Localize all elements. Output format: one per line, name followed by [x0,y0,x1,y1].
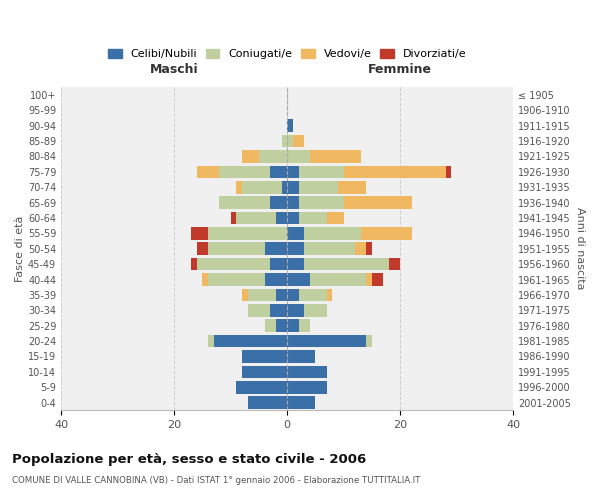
Bar [265,273,287,286]
Bar [446,166,451,178]
Bar [310,150,361,162]
Bar [197,258,270,270]
Bar [202,273,208,286]
Bar [220,196,270,209]
Bar [287,150,310,162]
Bar [208,242,265,255]
Bar [304,242,355,255]
Bar [367,273,372,286]
Bar [361,227,412,239]
Bar [248,304,270,316]
Bar [287,258,304,270]
Bar [214,334,287,347]
Bar [287,242,304,255]
Bar [281,181,287,194]
Bar [287,166,299,178]
Bar [208,273,265,286]
Bar [242,150,259,162]
Bar [265,320,276,332]
Bar [344,166,446,178]
Bar [281,134,287,147]
Legend: Celibi/Nubili, Coniugati/e, Vedovi/e, Divorziati/e: Celibi/Nubili, Coniugati/e, Vedovi/e, Di… [104,44,470,64]
Bar [242,288,248,301]
Y-axis label: Fasce di età: Fasce di età [15,216,25,282]
Bar [265,242,287,255]
Bar [299,181,338,194]
Bar [338,181,367,194]
Bar [270,196,287,209]
Bar [372,273,383,286]
Bar [230,212,236,224]
Bar [287,334,367,347]
Bar [287,396,316,409]
Bar [242,181,281,194]
Bar [259,150,287,162]
Text: COMUNE DI VALLE CANNOBINA (VB) - Dati ISTAT 1° gennaio 2006 - Elaborazione TUTTI: COMUNE DI VALLE CANNOBINA (VB) - Dati IS… [12,476,421,485]
Bar [299,320,310,332]
Bar [389,258,400,270]
Bar [197,242,208,255]
Bar [220,166,270,178]
Bar [270,304,287,316]
Bar [197,166,220,178]
Bar [367,334,372,347]
Bar [287,227,304,239]
Bar [242,350,287,362]
Bar [248,396,287,409]
Bar [310,273,367,286]
Bar [287,288,299,301]
Bar [299,196,344,209]
Bar [293,134,304,147]
Bar [287,120,293,132]
Text: Popolazione per età, sesso e stato civile - 2006: Popolazione per età, sesso e stato civil… [12,452,366,466]
Bar [287,304,304,316]
Bar [276,320,287,332]
Bar [287,273,310,286]
Bar [236,212,276,224]
Bar [208,334,214,347]
Bar [208,227,287,239]
Bar [287,381,327,394]
Bar [287,350,316,362]
Y-axis label: Anni di nascita: Anni di nascita [575,208,585,290]
Bar [287,181,299,194]
Text: Maschi: Maschi [150,64,199,76]
Bar [242,366,287,378]
Bar [327,288,332,301]
Bar [299,166,344,178]
Bar [344,196,412,209]
Bar [236,181,242,194]
Bar [287,212,299,224]
Bar [287,196,299,209]
Bar [287,320,299,332]
Bar [270,166,287,178]
Bar [367,242,372,255]
Bar [327,212,344,224]
Bar [270,258,287,270]
Bar [304,304,327,316]
Bar [236,381,287,394]
Bar [287,134,293,147]
Bar [248,288,276,301]
Bar [304,227,361,239]
Bar [276,288,287,301]
Bar [304,258,389,270]
Bar [355,242,367,255]
Bar [287,366,327,378]
Bar [191,258,197,270]
Bar [299,288,327,301]
Text: Femmine: Femmine [368,64,432,76]
Bar [299,212,327,224]
Bar [276,212,287,224]
Bar [191,227,208,239]
